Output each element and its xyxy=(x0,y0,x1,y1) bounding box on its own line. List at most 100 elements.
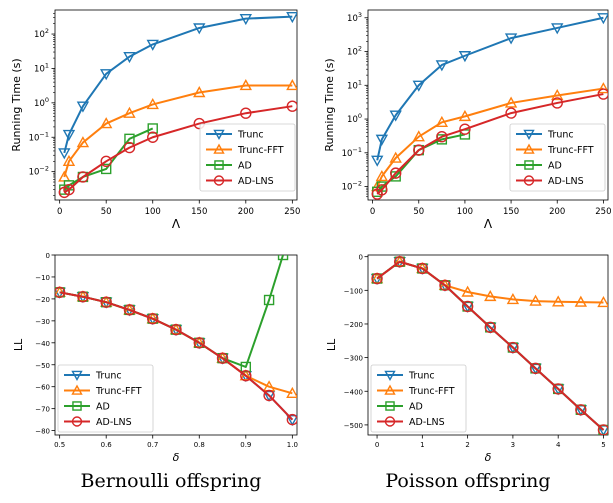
chart-poisson-runtime: 10−2 10−1 100 101 102 103 0 50 100 150 200 250 Λ Runn… xyxy=(323,9,612,231)
data-point xyxy=(76,136,90,148)
x-tick-label: 0 xyxy=(370,207,375,217)
legend-label: Trunc xyxy=(408,371,435,382)
y-tick-label: −80 xyxy=(35,428,50,436)
data-point xyxy=(484,321,496,334)
data-point xyxy=(371,155,384,167)
x-tick-label: 3 xyxy=(511,441,515,449)
x-tick-label: 150 xyxy=(191,207,207,217)
series-line-ad xyxy=(376,133,466,193)
y-tick-label: 10−2 xyxy=(342,180,362,193)
x-tick-label: 1 xyxy=(420,441,424,449)
legend-marker xyxy=(385,401,395,411)
data-point xyxy=(262,390,276,402)
x-tick-label: 4 xyxy=(556,441,561,449)
data-point xyxy=(100,296,112,308)
legend: Trunc Trunc-FFT AD AD-LNS xyxy=(370,364,467,433)
data-point xyxy=(170,323,182,336)
data-point xyxy=(239,79,252,91)
data-point xyxy=(123,106,136,118)
y-tick-label: −100 xyxy=(344,287,363,295)
legend-box xyxy=(199,123,296,192)
data-point xyxy=(58,148,71,160)
x-tick-label: 100 xyxy=(145,207,161,217)
data-point xyxy=(552,383,564,395)
data-point xyxy=(286,79,297,91)
data-point xyxy=(597,82,608,94)
data-point xyxy=(239,13,252,26)
data-point xyxy=(416,262,429,275)
x-tick-label: 150 xyxy=(503,207,519,217)
data-point xyxy=(240,107,252,119)
data-point xyxy=(286,414,297,427)
data-point xyxy=(123,304,136,316)
data-point xyxy=(504,33,518,45)
x-axis-label: δ xyxy=(173,451,180,464)
data-point xyxy=(77,171,89,183)
legend: Trunc Trunc-FFT AD AD-LNS xyxy=(199,123,296,192)
series-line-ad xyxy=(59,255,284,368)
x-axis-label: δ xyxy=(485,451,492,464)
data-point xyxy=(277,255,289,261)
data-point xyxy=(286,386,297,398)
legend-marker xyxy=(213,143,225,154)
x-tick-label: 5 xyxy=(601,441,605,449)
data-point xyxy=(597,13,608,25)
legend-label: AD-LNS xyxy=(238,176,274,187)
axes-frame xyxy=(367,9,609,201)
x-tick-label: 0.7 xyxy=(147,441,158,449)
x-tick-label: 100 xyxy=(457,207,473,217)
data-point xyxy=(193,337,205,349)
data-point xyxy=(376,184,388,196)
data-point xyxy=(193,117,205,130)
legend-label: AD xyxy=(548,161,562,172)
x-tick-label: 250 xyxy=(595,207,611,217)
x-tick-label: 2 xyxy=(465,441,469,449)
legend-marker xyxy=(384,384,396,395)
data-point xyxy=(461,300,474,313)
data-point xyxy=(100,69,113,81)
caption-poisson-offspring: Poisson offspring xyxy=(385,470,551,492)
series-line-ad-lns xyxy=(59,291,294,421)
data-point xyxy=(286,413,297,426)
data-point xyxy=(389,167,402,179)
legend-label: AD-LNS xyxy=(96,417,132,428)
data-point xyxy=(77,291,89,303)
x-tick-label: 0.8 xyxy=(194,441,205,449)
series-line-ad-lns xyxy=(376,260,605,431)
data-point xyxy=(63,183,75,196)
data-point xyxy=(435,60,449,72)
data-point xyxy=(412,130,425,142)
data-point xyxy=(459,123,471,135)
legend-label: AD xyxy=(238,161,252,172)
y-axis-label: Running Time (s) xyxy=(10,58,23,151)
data-point xyxy=(504,96,518,108)
data-point xyxy=(100,117,113,129)
data-point xyxy=(529,294,542,306)
x-tick-label: 50 xyxy=(101,207,112,217)
legend-label: Trunc-FFT xyxy=(547,145,594,156)
data-point xyxy=(551,97,563,109)
x-tick-label: 0 xyxy=(375,441,379,449)
data-point xyxy=(263,294,275,306)
y-tick-label: 101 xyxy=(347,78,362,91)
data-point xyxy=(551,295,565,307)
y-tick-label: 100 xyxy=(34,96,49,109)
legend-marker xyxy=(71,416,83,427)
legend-marker xyxy=(214,160,224,170)
data-point xyxy=(551,89,564,101)
series-line-trunc xyxy=(63,15,293,154)
data-point xyxy=(263,389,275,402)
x-axis-label: Λ xyxy=(172,217,181,231)
legend-marker xyxy=(523,143,535,154)
legend-label: Trunc xyxy=(95,371,122,382)
legend-marker xyxy=(72,401,82,411)
legend-box xyxy=(57,364,154,433)
y-tick-label: 102 xyxy=(347,45,362,58)
x-tick-label: 1.0 xyxy=(287,441,298,449)
series-line-ad-lns xyxy=(63,105,293,194)
data-point xyxy=(240,361,252,373)
legend: Trunc Trunc-FFT AD AD-LNS xyxy=(509,123,606,192)
series-line-trunc-fft xyxy=(376,260,604,304)
data-point xyxy=(412,80,425,92)
